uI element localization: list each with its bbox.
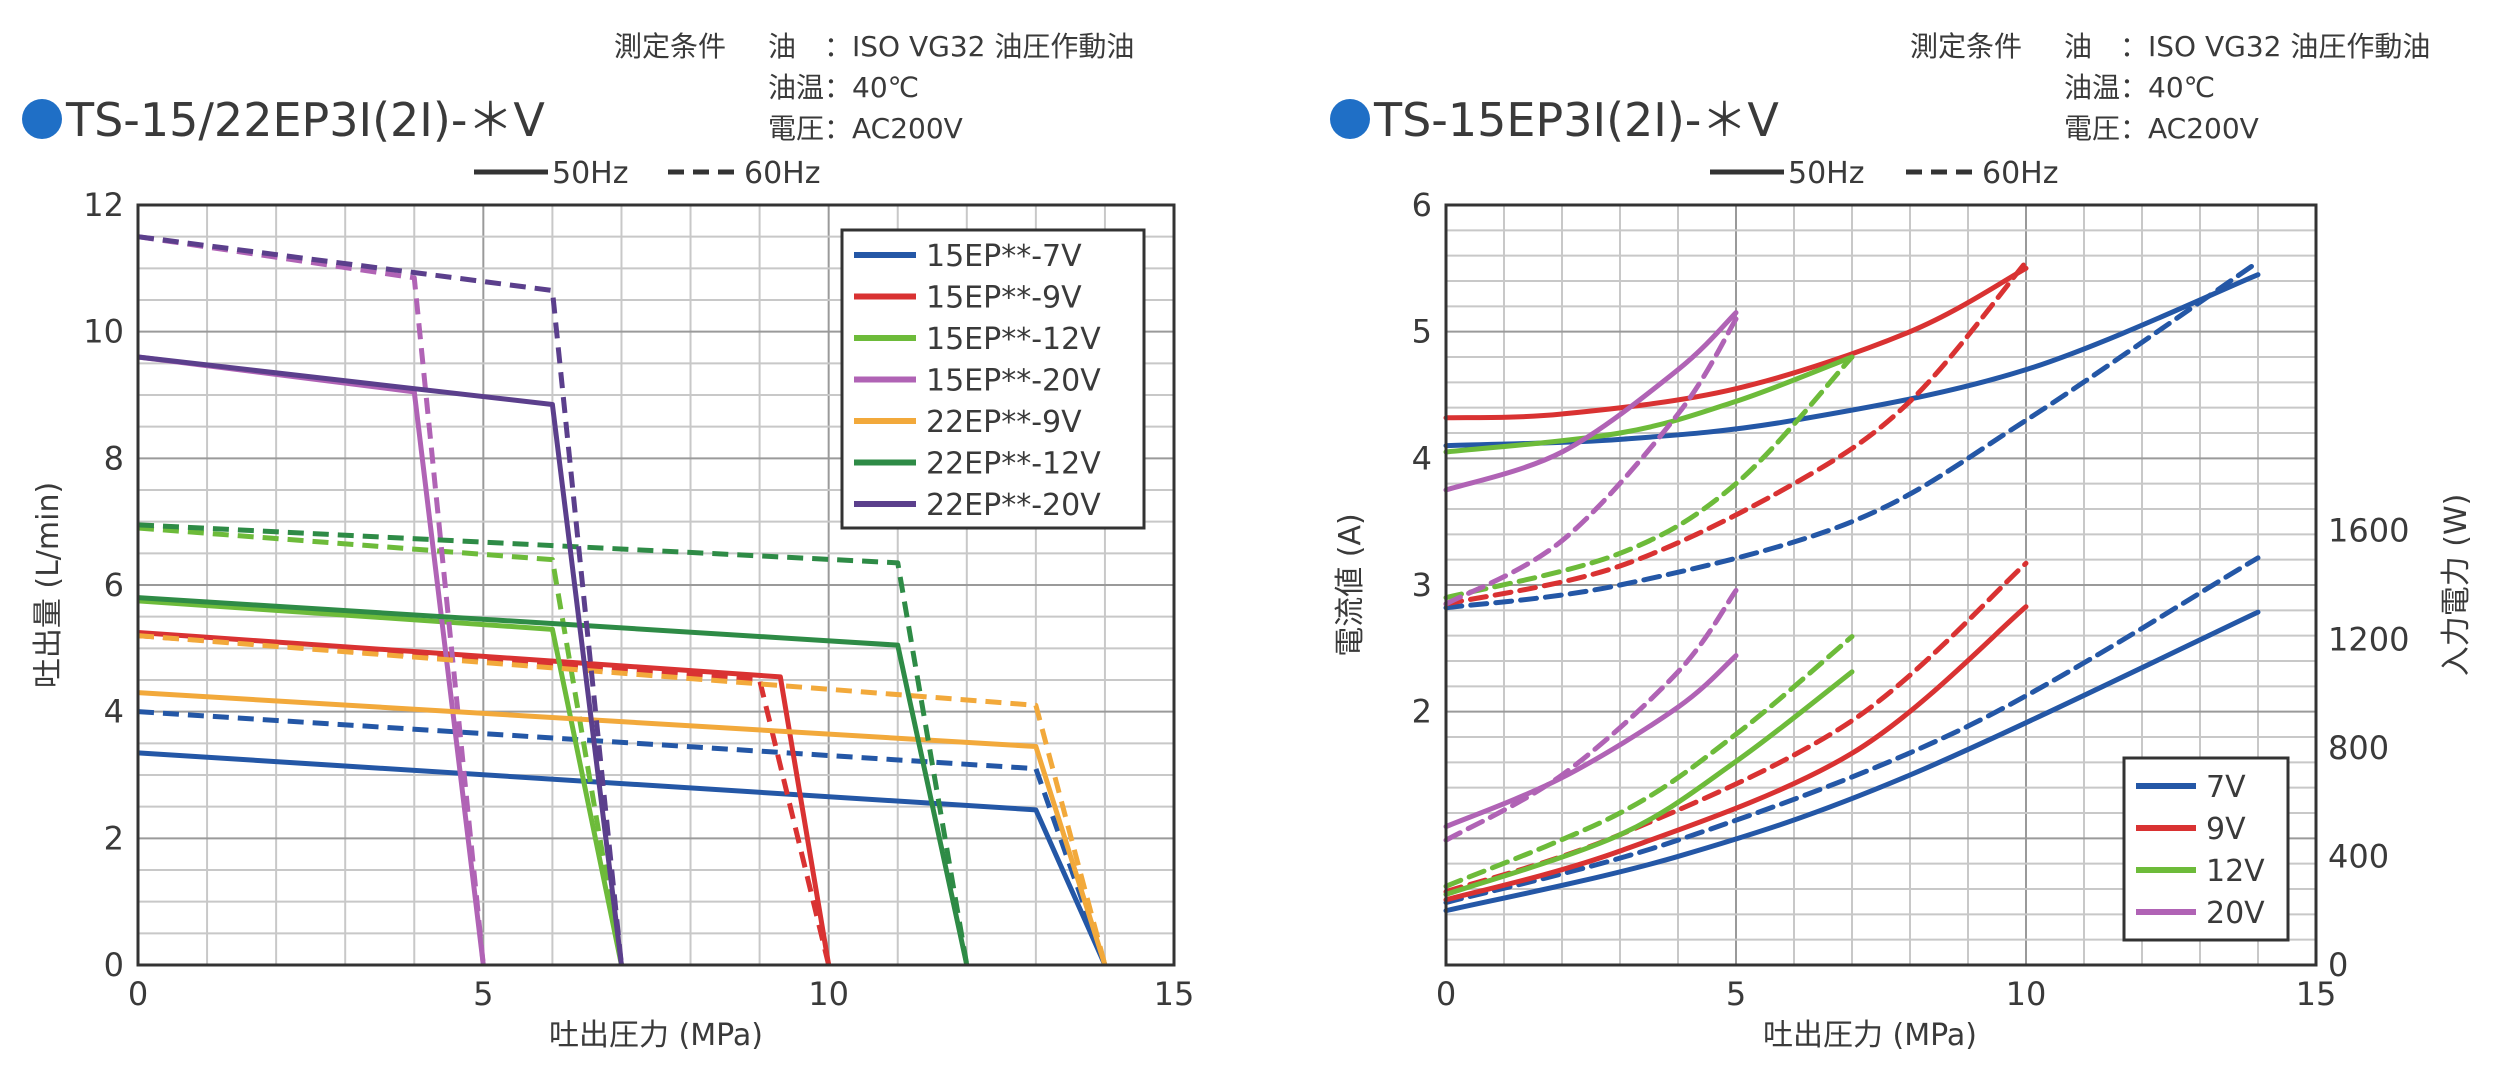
current-line-9v-50hz (1443, 265, 2029, 421)
chart-right-frame (1444, 203, 2318, 967)
current-line-20v-50hz (1443, 310, 1739, 493)
legend-label: 12V (2206, 854, 2265, 889)
power-line-20v-50hz (1443, 653, 1739, 830)
chart-right-y2label: 入力電力 (W) (2439, 494, 2474, 677)
series-line-15ep-9v-50hz (137, 630, 832, 966)
x-tick-label: 5 (1726, 975, 1746, 1013)
y2-tick-label: 800 (2328, 729, 2389, 767)
legend-label: 15EP**-20V (926, 364, 1101, 399)
current-line-20v-60hz (1443, 316, 1739, 607)
chart-right-conditions-label: 測定条件 (1910, 30, 2022, 63)
y-tick-label: 6 (1412, 186, 1432, 224)
legend-label: 22EP**-12V (926, 447, 1101, 482)
chart-left: TS-15/22EP3I(2I)-＊V 測定条件 油 ：ISO VG32 油圧作… (22, 30, 1194, 1053)
chart-right-xlabel: 吐出圧力 (MPa) (1763, 1018, 1977, 1053)
series-line-15ep-7v-50hz (137, 750, 1108, 967)
x-tick-label: 0 (128, 975, 148, 1013)
hz-60-label: 60Hz (1982, 156, 2058, 191)
chart-left-x-ticks: 0 5 10 15 (128, 975, 1195, 1013)
y2-tick-label: 1200 (2328, 620, 2409, 658)
chart-right-x-ticks: 0 5 10 15 (1436, 975, 2337, 1013)
hz-50-label: 50Hz (552, 156, 628, 191)
current-line-12v-60hz (1443, 354, 1855, 601)
chart-left-frame (136, 203, 1176, 967)
chart-left-condition-voltage: 電圧：AC200V (768, 112, 963, 145)
hz-60-label: 60Hz (744, 156, 820, 191)
y-tick-label: 5 (1412, 313, 1432, 351)
series-line-22ep-9v-60hz (137, 633, 1108, 966)
chart-right: TS-15EP3I(2I)-＊V 測定条件 油 ：ISO VG32 油圧作動油 … (1330, 30, 2474, 1053)
chart-right-hz-legend: 50Hz 60Hz (1710, 156, 2058, 191)
y-tick-label: 12 (83, 186, 124, 224)
chart-right-y2-ticks: 0 400 800 1200 1600 (2328, 512, 2409, 984)
series-line-22ep-20v-50hz (137, 354, 624, 966)
series-line-15ep-12v-50hz (137, 598, 624, 966)
chart-left-legend: 15EP**-7V 15EP**-9V 15EP**-12V 15EP**-20V 22… (840, 228, 1146, 530)
series-line-22ep-9v-50hz (137, 690, 1108, 966)
chart-right-ylabel: 電流値 (A) (1333, 513, 1368, 656)
chart-left-ylabel: 吐出量 (L/min) (31, 482, 66, 688)
chart-right-condition-voltage: 電圧：AC200V (2064, 112, 2259, 145)
y-tick-label: 0 (104, 946, 124, 984)
chart-left-condition-temp: 油温：40℃ (768, 71, 919, 104)
legend-label: 7V (2206, 770, 2246, 805)
x-tick-label: 5 (473, 975, 493, 1013)
power-line-9v-50hz (1443, 604, 2029, 903)
power-line-7v-60hz (1443, 555, 2261, 906)
title-bullet-icon (1330, 99, 1370, 139)
legend-label: 15EP**-12V (926, 322, 1101, 357)
y-tick-label: 4 (1412, 439, 1432, 477)
current-line-7v-60hz (1443, 259, 2261, 611)
series-line-15ep-20v-60hz (137, 234, 486, 966)
chart-left-conditions-label: 測定条件 (614, 30, 726, 63)
power-line-20v-60hz (1443, 587, 1739, 843)
hz-50-label: 50Hz (1788, 156, 1864, 191)
series-line-22ep-20v-60hz (137, 234, 624, 966)
y-tick-label: 2 (104, 819, 124, 857)
y-tick-label: 10 (83, 313, 124, 351)
legend-label: 22EP**-20V (926, 488, 1101, 523)
chart-right-series (1443, 259, 2261, 914)
legend-label: 9V (2206, 812, 2246, 847)
y2-tick-label: 0 (2328, 946, 2348, 984)
y2-tick-label: 1600 (2328, 512, 2409, 550)
y-tick-label: 6 (104, 566, 124, 604)
x-tick-label: 10 (2006, 975, 2047, 1013)
chart-right-y-ticks: 2 3 4 5 6 (1412, 186, 1432, 731)
power-line-7v-50hz (1443, 609, 2261, 914)
x-tick-label: 15 (2296, 975, 2337, 1013)
chart-right-title: TS-15EP3I(2I)-＊V (1373, 93, 1779, 147)
chart-left-y-ticks: 0 2 4 6 8 10 12 (83, 186, 124, 984)
series-line-22ep-12v-50hz (137, 595, 970, 966)
y-tick-label: 2 (1412, 693, 1432, 731)
legend-label: 22EP**-9V (926, 405, 1082, 440)
chart-left-series (137, 234, 1108, 967)
y-tick-label: 8 (104, 439, 124, 477)
x-tick-label: 0 (1436, 975, 1456, 1013)
chart-right-legend: 7V 9V 12V 20V (2122, 756, 2290, 942)
chart-left-condition-oil: 油 ：ISO VG32 油圧作動油 (768, 30, 1134, 63)
chart-right-condition-oil: 油 ：ISO VG32 油圧作動油 (2064, 30, 2430, 63)
x-tick-label: 10 (808, 975, 849, 1013)
chart-left-hz-legend: 50Hz 60Hz (474, 156, 820, 191)
x-tick-label: 15 (1154, 975, 1195, 1013)
legend-label: 15EP**-7V (926, 239, 1082, 274)
power-line-12v-60hz (1443, 634, 1855, 889)
y-tick-label: 4 (104, 693, 124, 731)
current-line-12v-50hz (1443, 354, 1855, 455)
power-line-12v-50hz (1443, 669, 1855, 897)
title-bullet-icon (22, 99, 62, 139)
series-line-15ep-12v-60hz (137, 525, 624, 966)
chart-left-title: TS-15/22EP3I(2I)-＊V (65, 93, 545, 147)
chart-left-xlabel: 吐出圧力 (MPa) (549, 1018, 763, 1053)
series-line-22ep-12v-60hz (137, 522, 970, 966)
legend-label: 15EP**-9V (926, 281, 1082, 316)
y-tick-label: 3 (1412, 566, 1432, 604)
legend-label: 20V (2206, 896, 2265, 931)
current-line-9v-60hz (1443, 259, 2029, 607)
chart-right-condition-temp: 油温：40℃ (2064, 71, 2215, 104)
y2-tick-label: 400 (2328, 837, 2389, 875)
